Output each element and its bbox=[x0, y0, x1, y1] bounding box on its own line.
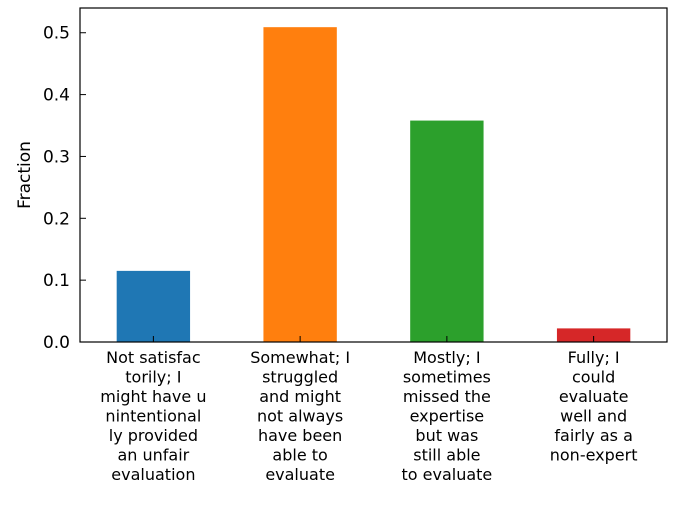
y-tick-label: 0.2 bbox=[43, 209, 70, 229]
bars-group bbox=[116, 27, 631, 343]
y-tick-label: 0.3 bbox=[43, 147, 70, 167]
plot-frame bbox=[79, 7, 668, 343]
y-tick-label: 0.1 bbox=[43, 271, 70, 291]
y-tick-label: 0.5 bbox=[43, 24, 70, 44]
bar-2 bbox=[263, 27, 337, 343]
y-tick-label: 0.0 bbox=[43, 333, 70, 353]
y-axis-label: Fraction bbox=[15, 141, 35, 209]
bar-3 bbox=[410, 120, 484, 342]
bar-1 bbox=[116, 270, 191, 342]
y-tick-label: 0.4 bbox=[43, 86, 70, 106]
bar-4 bbox=[556, 328, 631, 342]
y-axis-ticks: 0.0 0.1 0.2 0.3 0.4 0.5 bbox=[43, 24, 86, 353]
